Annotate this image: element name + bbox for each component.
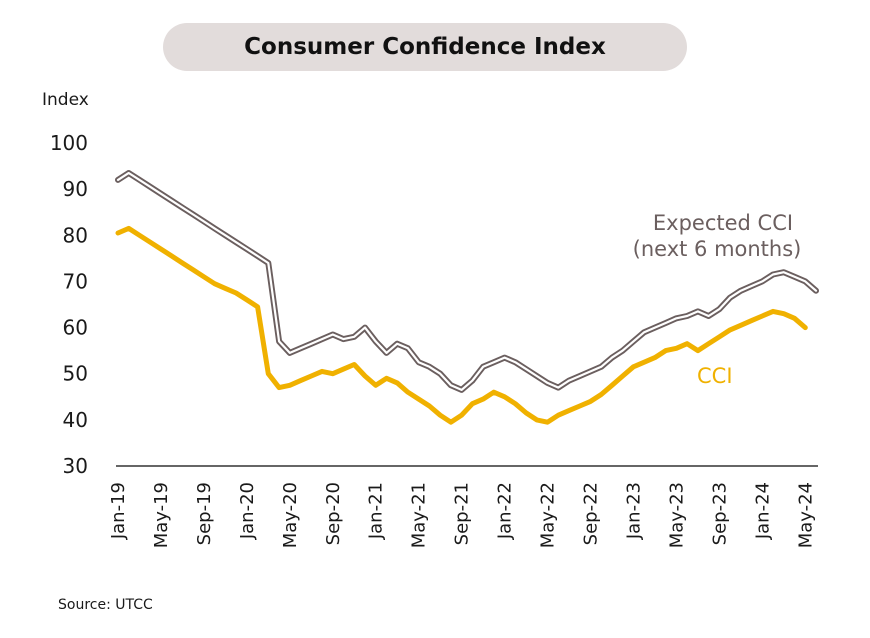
y-tick-label: 50 — [63, 362, 88, 386]
cci-label: CCI — [697, 364, 733, 388]
expected-cci-label-line2: (next 6 months) — [633, 237, 802, 261]
x-tick-label: May-23 — [666, 482, 687, 548]
y-tick-label: 60 — [63, 316, 88, 340]
cci-line — [115, 225, 808, 425]
x-tick-label: Sep-20 — [323, 482, 344, 545]
x-tick-label: Jan-21 — [366, 482, 387, 540]
x-tick-label: Jan-24 — [752, 482, 773, 540]
y-tick-label: 90 — [63, 177, 88, 201]
y-tick-label: 80 — [63, 223, 88, 247]
y-tick-label: 40 — [63, 408, 88, 432]
x-tick-label: Sep-22 — [580, 482, 601, 545]
y-tick-label: 70 — [63, 269, 88, 293]
expected-cci-line-inner — [116, 171, 818, 391]
x-tick-label: Sep-23 — [709, 482, 730, 545]
expected-cci-line — [115, 170, 819, 393]
x-tick-label: May-19 — [151, 482, 172, 548]
x-tick-label: Jan-22 — [495, 482, 516, 540]
y-axis-label: Index — [42, 90, 89, 110]
x-tick-label: May-22 — [538, 482, 559, 548]
expected-cci-label-line1: Expected CCI — [653, 211, 793, 235]
x-tick-label: May-24 — [795, 482, 816, 548]
y-tick-label: 30 — [63, 454, 88, 478]
source-note: Source: UTCC — [58, 597, 153, 613]
chart-title: Consumer Confidence Index — [244, 34, 606, 60]
x-tick-label: Sep-19 — [194, 482, 215, 545]
x-tick-label: Jan-19 — [108, 482, 129, 540]
chart-title-pill: Consumer Confidence Index — [163, 23, 687, 71]
x-tick-label: Jan-20 — [237, 482, 258, 540]
x-tick-label: May-20 — [280, 482, 301, 548]
x-tick-label: Jan-23 — [623, 482, 644, 540]
x-tick-label: May-21 — [409, 482, 430, 548]
y-tick-label: 100 — [50, 131, 88, 155]
x-tick-label: Sep-21 — [452, 482, 473, 545]
